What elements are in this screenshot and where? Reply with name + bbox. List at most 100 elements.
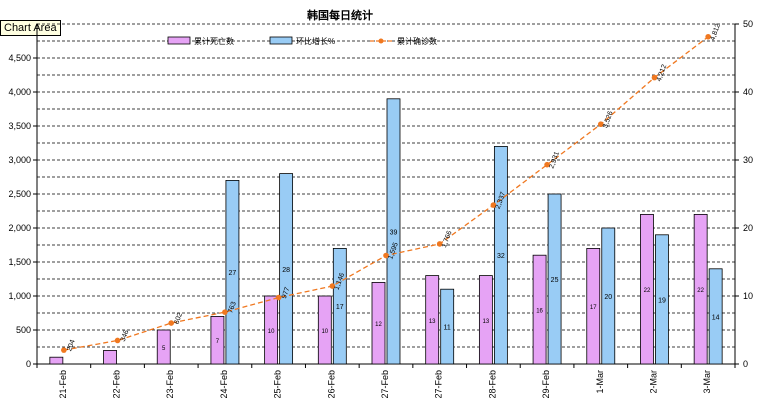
growth-bar-label: 11: [444, 325, 451, 332]
left-tick-label: 4,500: [8, 53, 31, 63]
legend-label-confirmed: 累计确诊数: [397, 36, 437, 46]
deaths-bar: [103, 349, 117, 365]
confirmed-point: [597, 121, 604, 128]
deaths-bar-label: 22: [644, 288, 651, 294]
deaths-bar-label: 17: [590, 305, 597, 311]
growth-bar-label: 25: [551, 277, 559, 284]
confirmed-point: [222, 309, 228, 315]
chart-area-tooltip: Chart Area: [0, 20, 61, 36]
confirmed-point: [114, 337, 121, 344]
deaths-bar-label: 13: [483, 319, 490, 325]
growth-bar-label: 28: [282, 267, 290, 274]
axes: 05001,0001,5002,0002,5003,0003,5004,0004…: [8, 19, 753, 399]
deaths-bar: [640, 213, 654, 365]
left-tick-label: 4,000: [8, 87, 31, 97]
right-tick-label: 40: [743, 87, 753, 97]
x-tick-label: 3-Mar: [702, 370, 712, 394]
confirmed-point: [61, 347, 67, 353]
growth-bar: [547, 193, 562, 365]
left-tick-label: 500: [16, 325, 31, 335]
deaths-bar-label: 5: [162, 346, 166, 352]
growth-bar-label: 32: [497, 253, 505, 260]
deaths-bar: [317, 295, 332, 365]
growth-bar: [493, 145, 508, 365]
right-tick-label: 50: [743, 19, 753, 29]
confirmed-point: [651, 74, 658, 81]
legend-swatch-growth: [269, 36, 293, 45]
left-tick-label: 1,500: [8, 257, 31, 267]
confirmed-point: [490, 202, 497, 208]
left-tick-label: 2,500: [8, 189, 31, 199]
right-tick-label: 20: [743, 223, 753, 233]
confirmed-point-label: 204: [66, 339, 77, 352]
growth-bar: [332, 247, 347, 365]
deaths-bar-label: 22: [697, 288, 704, 294]
legend: 累计死亡数 环比增长% 累计确诊数: [167, 36, 437, 46]
right-tick-label: 30: [743, 155, 753, 165]
confirmed-point: [544, 161, 550, 168]
x-tick-label: 21-Feb: [58, 370, 68, 399]
growth-bar: [655, 234, 669, 365]
grid-lines: [37, 23, 735, 348]
confirmed-point-label: 602: [174, 312, 185, 325]
legend-label-deaths: 累计死亡数: [194, 36, 234, 46]
confirmed-point: [329, 283, 336, 289]
growth-bar-label: 14: [712, 314, 720, 321]
confirmed-point-label: 4,212: [656, 64, 669, 83]
left-tick-label: 3,500: [8, 121, 31, 131]
deaths-bar: [264, 295, 279, 365]
confirmed-point-label: 763: [227, 301, 238, 314]
confirmed-point: [168, 320, 175, 326]
confirmed-point: [275, 294, 282, 301]
growth-bar: [440, 288, 455, 365]
deaths-bar: [156, 329, 171, 365]
growth-bar-label: 20: [604, 294, 612, 301]
confirmed-point-label: 4,812: [709, 23, 722, 42]
growth-bar: [601, 227, 616, 365]
right-tick-label: 10: [743, 291, 753, 301]
deaths-bar: [532, 254, 547, 365]
growth-bar: [279, 173, 294, 365]
confirmed-point: [383, 252, 389, 259]
x-tick-label: 29-Feb: [541, 370, 551, 399]
growth-bar-label: 19: [658, 297, 666, 304]
legend-swatch-deaths: [167, 36, 191, 45]
left-tick-label: 0: [26, 359, 31, 369]
x-tick-label: 2-Mar: [648, 370, 658, 394]
confirmed-point-label: 977: [281, 286, 292, 299]
deaths-bar: [425, 275, 440, 365]
confirmed-point: [705, 33, 711, 40]
growth-bar-label: 27: [229, 270, 237, 277]
growth-bar-label: 39: [390, 229, 398, 236]
legend-marker-confirmed: [378, 38, 384, 44]
deaths-bar: [586, 247, 601, 365]
chart-title: 韩国每日统计: [307, 8, 373, 22]
confirmed-point-label: 1,766: [441, 230, 454, 249]
growth-bar: [386, 98, 401, 365]
growth-bar-label: 17: [336, 304, 344, 311]
growth-bar: [708, 268, 723, 365]
deaths-bar: [210, 315, 225, 365]
confirmed-point-label: 346: [120, 329, 131, 342]
left-tick-label: 1,000: [8, 291, 31, 301]
legend-label-growth: 环比增长%: [296, 36, 335, 46]
deaths-bar-label: 7: [216, 339, 220, 345]
x-tick-label: 25-Feb: [273, 370, 283, 399]
left-tick-label: 2,000: [8, 223, 31, 233]
x-tick-label: 27-Feb: [380, 370, 390, 399]
deaths-bar: [478, 275, 493, 365]
deaths-bar-label: 10: [321, 329, 328, 335]
deaths-bar-label: 12: [375, 322, 382, 328]
x-tick-label: 23-Feb: [165, 370, 175, 399]
deaths-bar-label: 10: [268, 329, 275, 335]
x-tick-label: 24-Feb: [219, 370, 229, 399]
deaths-bar: [371, 281, 386, 365]
x-tick-label: 26-Feb: [326, 370, 336, 399]
left-tick-label: 3,000: [8, 155, 31, 165]
x-tick-label: 1-Mar: [595, 370, 605, 394]
confirmed-point: [436, 241, 443, 247]
deaths-bar-label: 13: [429, 319, 436, 325]
right-tick-label: 0: [743, 359, 748, 369]
growth-bar: [225, 179, 240, 365]
